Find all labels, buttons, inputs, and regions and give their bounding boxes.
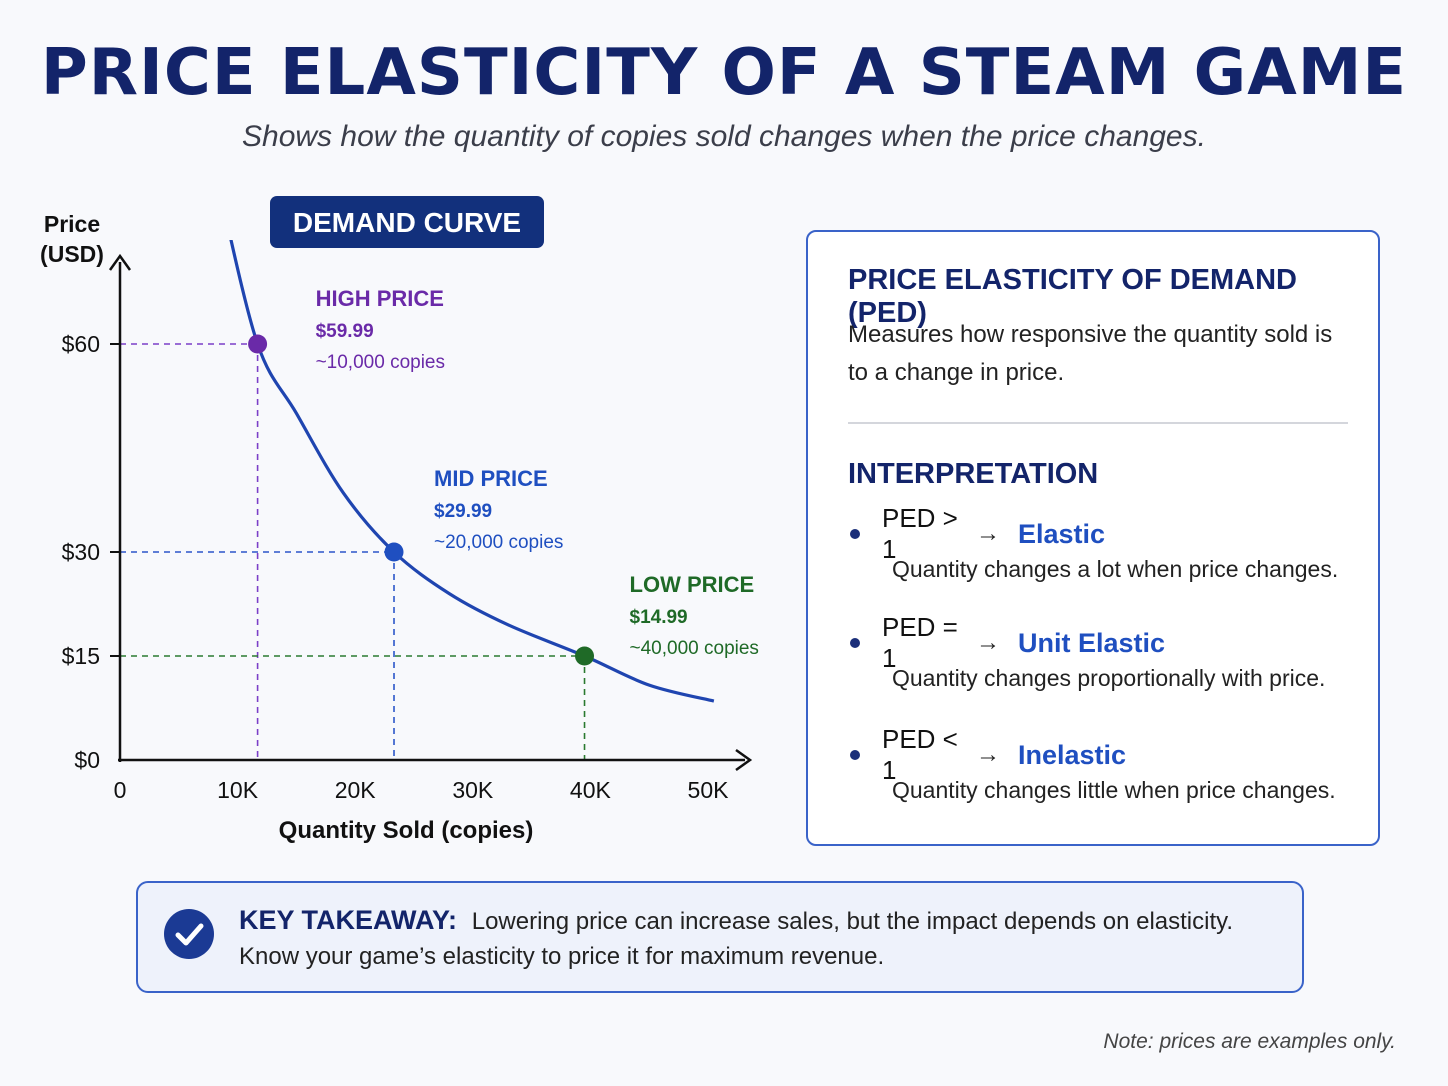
point-price: $14.99: [630, 607, 688, 628]
interpretation-item-unit-elastic: PED = 1 → Unit Elastic Quantity changes …: [848, 612, 1348, 692]
ped-condition: PED < 1: [882, 724, 958, 785]
arrow-right-icon: →: [976, 629, 1000, 656]
interpretation-heading: INTERPRETATION: [848, 458, 1099, 490]
chart-title: DEMAND CURVE: [293, 207, 521, 238]
demand-chart: DEMAND CURVE Price (USD) 0 10K 20K 30K 40K 50…: [40, 196, 759, 844]
x-tick-label: 10K: [217, 777, 259, 803]
chart-title-badge: [270, 196, 544, 248]
x-tick-label: 50K: [688, 777, 730, 803]
x-axis-label: Quantity Sold (copies): [279, 817, 534, 844]
x-tick-label: 30K: [452, 777, 494, 803]
point-price: $29.99: [434, 501, 492, 522]
data-point: [575, 646, 595, 666]
ped-description: Measures how responsive the quantity sol…: [848, 321, 1333, 386]
x-tick-label: 0: [114, 777, 127, 803]
takeaway-label: KEY TAKEAWAY:: [239, 905, 458, 935]
point-price: $59.99: [316, 321, 374, 342]
interpretation-item-inelastic: PED < 1 → Inelastic Quantity changes lit…: [848, 724, 1348, 804]
bullet-icon: [850, 529, 860, 539]
page-title: PRICE ELASTICITY OF A STEAM GAME: [40, 36, 1408, 110]
point-label: LOW PRICE: [630, 572, 755, 597]
divider: [848, 422, 1348, 424]
page-subtitle: Shows how the quantity of copies sold ch…: [242, 120, 1206, 153]
arrow-right-icon: →: [976, 520, 1000, 547]
ped-condition: PED = 1: [882, 612, 958, 673]
point-label: HIGH PRICE: [316, 286, 444, 311]
bullet-icon: [850, 638, 860, 648]
y-tick-label: $60: [62, 331, 100, 357]
x-tick-label: 20K: [335, 777, 377, 803]
ped-condition: PED > 1: [882, 503, 958, 564]
point-copies: ~10,000 copies: [316, 352, 445, 373]
ped-card: PRICE ELASTICITY OF DEMAND (PED) Measure…: [806, 230, 1380, 846]
y-tick-label: $0: [74, 747, 100, 773]
takeaway-text-2: Know your game’s elasticity to price it …: [239, 943, 885, 970]
elasticity-term: Elastic: [1018, 518, 1106, 549]
y-axis-arrowhead: [108, 253, 132, 271]
interpretation-item-elastic: PED > 1 → Elastic Quantity changes a lot…: [848, 503, 1348, 583]
x-axis-arrowhead: [735, 748, 753, 772]
y-axis-label: Price: [44, 211, 100, 237]
key-takeaway-box: KEY TAKEAWAY: Lowering price can increas…: [136, 881, 1304, 993]
y-tick-label: $30: [62, 539, 100, 565]
interpretation-description: Quantity changes proportionally with pri…: [892, 665, 1326, 691]
data-point: [248, 334, 268, 354]
y-axis-label-unit: (USD): [40, 241, 104, 267]
interpretation-description: Quantity changes little when price chang…: [892, 777, 1336, 803]
point-copies: ~20,000 copies: [434, 532, 563, 553]
point-label: MID PRICE: [434, 466, 548, 491]
interpretation-description: Quantity changes a lot when price change…: [892, 556, 1339, 582]
check-circle-icon: [164, 909, 214, 959]
x-tick-label: 40K: [570, 777, 612, 803]
takeaway-line-1: KEY TAKEAWAY: Lowering price can increas…: [239, 905, 1233, 936]
demand-curve: [229, 240, 715, 703]
arrow-right-icon: →: [976, 741, 1000, 768]
y-tick-label: $15: [62, 643, 100, 669]
bullet-icon: [850, 750, 860, 760]
elasticity-term: Unit Elastic: [1018, 627, 1166, 658]
data-point: [384, 542, 404, 562]
takeaway-text-1: Lowering price can increase sales, but t…: [471, 908, 1234, 935]
footnote: Note: prices are examples only.: [1103, 1030, 1396, 1053]
ped-heading: PRICE ELASTICITY OF DEMAND (PED): [848, 264, 1297, 329]
point-copies: ~40,000 copies: [630, 638, 759, 659]
elasticity-term: Inelastic: [1018, 739, 1127, 770]
